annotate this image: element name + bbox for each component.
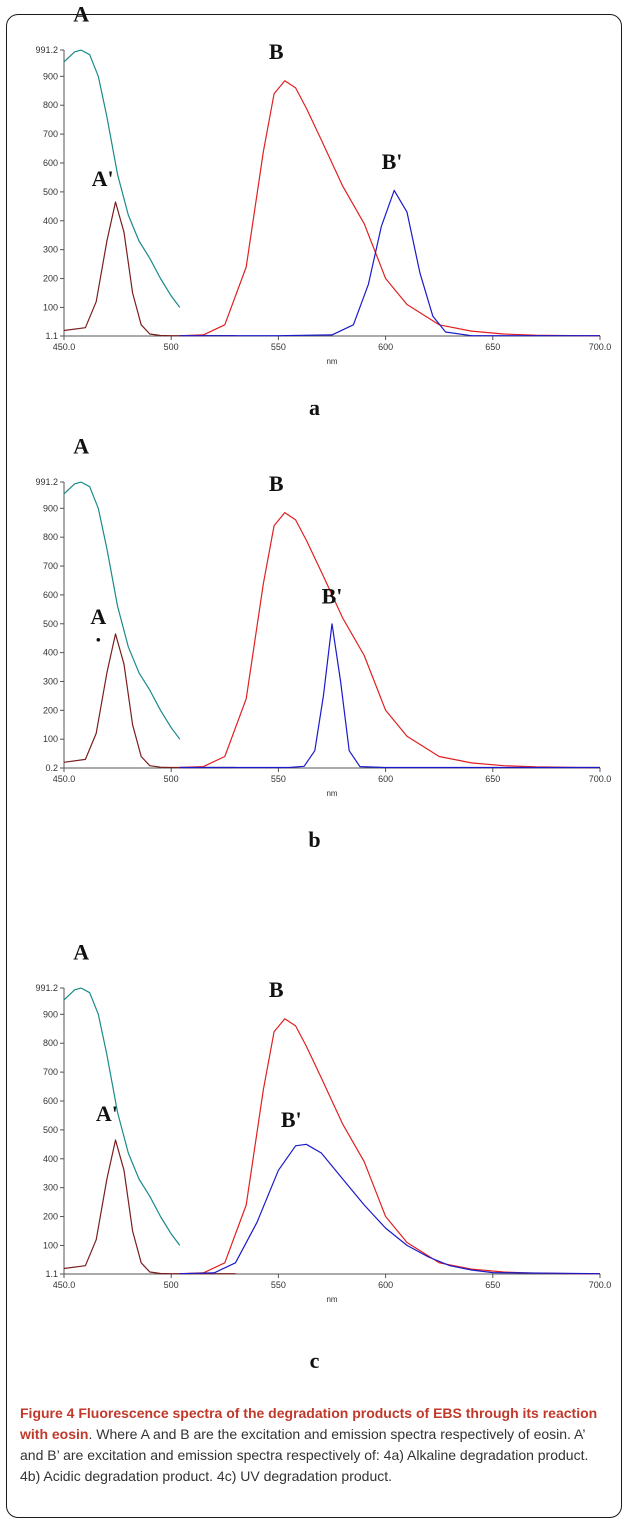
x-tick-label: 650 bbox=[485, 1280, 500, 1290]
series-line-4 bbox=[179, 1143, 601, 1275]
series-line-4 bbox=[179, 189, 600, 337]
x-tick-label: 700.0 bbox=[589, 774, 612, 784]
series-line-3 bbox=[179, 80, 600, 337]
chart-panel-c: 1.1 100 200 300 400 500 600 700 800 900 991.2 450.0… bbox=[35, 939, 612, 1304]
y-tick-label: 100 bbox=[43, 302, 58, 312]
figure-caption: Figure 4 Fluorescence spectra of the deg… bbox=[20, 1403, 612, 1487]
y-tick-label: 1.1 bbox=[45, 331, 58, 341]
y-tick-label: 800 bbox=[43, 100, 58, 110]
caption-text: . Where A and B are the excitation and e… bbox=[20, 1426, 589, 1484]
y-tick-label: 100 bbox=[43, 1240, 58, 1250]
y-tick-label: 700 bbox=[43, 129, 58, 139]
y-tick-label: 400 bbox=[43, 1154, 58, 1164]
x-tick-label: 700.0 bbox=[589, 342, 612, 352]
y-tick-label: 500 bbox=[43, 1125, 58, 1135]
y-tick-label: 500 bbox=[43, 187, 58, 197]
x-tick-label: 500 bbox=[164, 774, 179, 784]
y-tick-label: 500 bbox=[43, 619, 58, 629]
y-tick-label: 900 bbox=[43, 1009, 58, 1019]
y-tick-label: 900 bbox=[43, 71, 58, 81]
series-label-3: B bbox=[269, 977, 284, 1002]
x-tick-label: 450.0 bbox=[53, 774, 76, 784]
y-tick-label: 991.2 bbox=[35, 983, 58, 993]
series-line-2 bbox=[63, 633, 236, 769]
y-tick-label: 200 bbox=[43, 705, 58, 715]
y-tick-label: 600 bbox=[43, 158, 58, 168]
y-tick-label: 991.2 bbox=[35, 477, 58, 487]
x-tick-label: 500 bbox=[164, 1280, 179, 1290]
y-tick-label: 300 bbox=[43, 676, 58, 686]
series-line-3 bbox=[179, 1018, 600, 1275]
label-dot-mark bbox=[96, 637, 101, 642]
series-line-2 bbox=[63, 201, 236, 337]
x-tick-label: 450.0 bbox=[53, 342, 76, 352]
y-tick-label: 600 bbox=[43, 1096, 58, 1106]
chart-panel-b: 0.2 100 200 300 400 500 600 700 800 900 991.2 450.0… bbox=[35, 433, 612, 798]
y-tick-label: 991.2 bbox=[35, 45, 58, 55]
y-tick-label: 600 bbox=[43, 590, 58, 600]
y-tick-label: 300 bbox=[43, 1183, 58, 1193]
x-tick-label: 550 bbox=[271, 1280, 286, 1290]
x-tick-label: 550 bbox=[271, 342, 286, 352]
series-label-1: A bbox=[73, 939, 89, 964]
series-label-4: B' bbox=[322, 584, 343, 609]
series-line-1 bbox=[63, 987, 181, 1246]
y-tick-label: 200 bbox=[43, 274, 58, 284]
y-tick-label: 900 bbox=[43, 503, 58, 513]
series-line-4 bbox=[179, 623, 600, 769]
x-axis-label: nm bbox=[326, 1295, 337, 1304]
x-tick-label: 650 bbox=[485, 342, 500, 352]
series-line-3 bbox=[179, 511, 600, 769]
y-tick-label: 700 bbox=[43, 561, 58, 571]
chart-panel-a: 1.1 100 200 300 400 500 600 700 800 900 991.2 450.0… bbox=[35, 1, 612, 366]
panel-letter-b: b bbox=[308, 827, 321, 852]
y-tick-label: 800 bbox=[43, 532, 58, 542]
series-label-3: B bbox=[269, 39, 284, 64]
panel-letter-c: c bbox=[309, 1348, 320, 1373]
y-tick-label: 100 bbox=[43, 734, 58, 744]
series-line-1 bbox=[63, 481, 181, 740]
y-tick-label: 400 bbox=[43, 216, 58, 226]
x-tick-label: 450.0 bbox=[53, 1280, 76, 1290]
x-tick-label: 600 bbox=[378, 774, 393, 784]
y-tick-label: 400 bbox=[43, 648, 58, 658]
y-tick-label: 800 bbox=[43, 1038, 58, 1048]
x-tick-label: 550 bbox=[271, 774, 286, 784]
x-axis-label: nm bbox=[326, 789, 337, 798]
y-tick-label: 300 bbox=[43, 245, 58, 255]
series-label-4: B' bbox=[382, 149, 403, 174]
caption-title: Figure 4 Fluorescence spectra of the deg… bbox=[20, 1405, 598, 1442]
series-label-3: B bbox=[269, 471, 284, 496]
series-line-1 bbox=[63, 49, 181, 308]
series-label-2: A' bbox=[96, 1101, 118, 1126]
x-tick-label: 650 bbox=[485, 774, 500, 784]
series-label-2: A' bbox=[92, 166, 114, 191]
x-tick-label: 700.0 bbox=[589, 1280, 612, 1290]
x-tick-label: 600 bbox=[378, 342, 393, 352]
series-label-1: A bbox=[73, 433, 89, 458]
series-label-2: A bbox=[90, 604, 106, 629]
series-label-4: B' bbox=[281, 1107, 302, 1132]
x-tick-label: 600 bbox=[378, 1280, 393, 1290]
y-tick-label: 700 bbox=[43, 1067, 58, 1077]
y-tick-label: 0.2 bbox=[45, 763, 58, 773]
y-tick-label: 200 bbox=[43, 1212, 58, 1222]
series-line-2 bbox=[63, 1139, 236, 1275]
x-tick-label: 500 bbox=[164, 342, 179, 352]
y-tick-label: 1.1 bbox=[45, 1269, 58, 1279]
x-axis-label: nm bbox=[326, 357, 337, 366]
panel-letter-a: a bbox=[309, 395, 320, 420]
series-label-1: A bbox=[73, 1, 89, 26]
